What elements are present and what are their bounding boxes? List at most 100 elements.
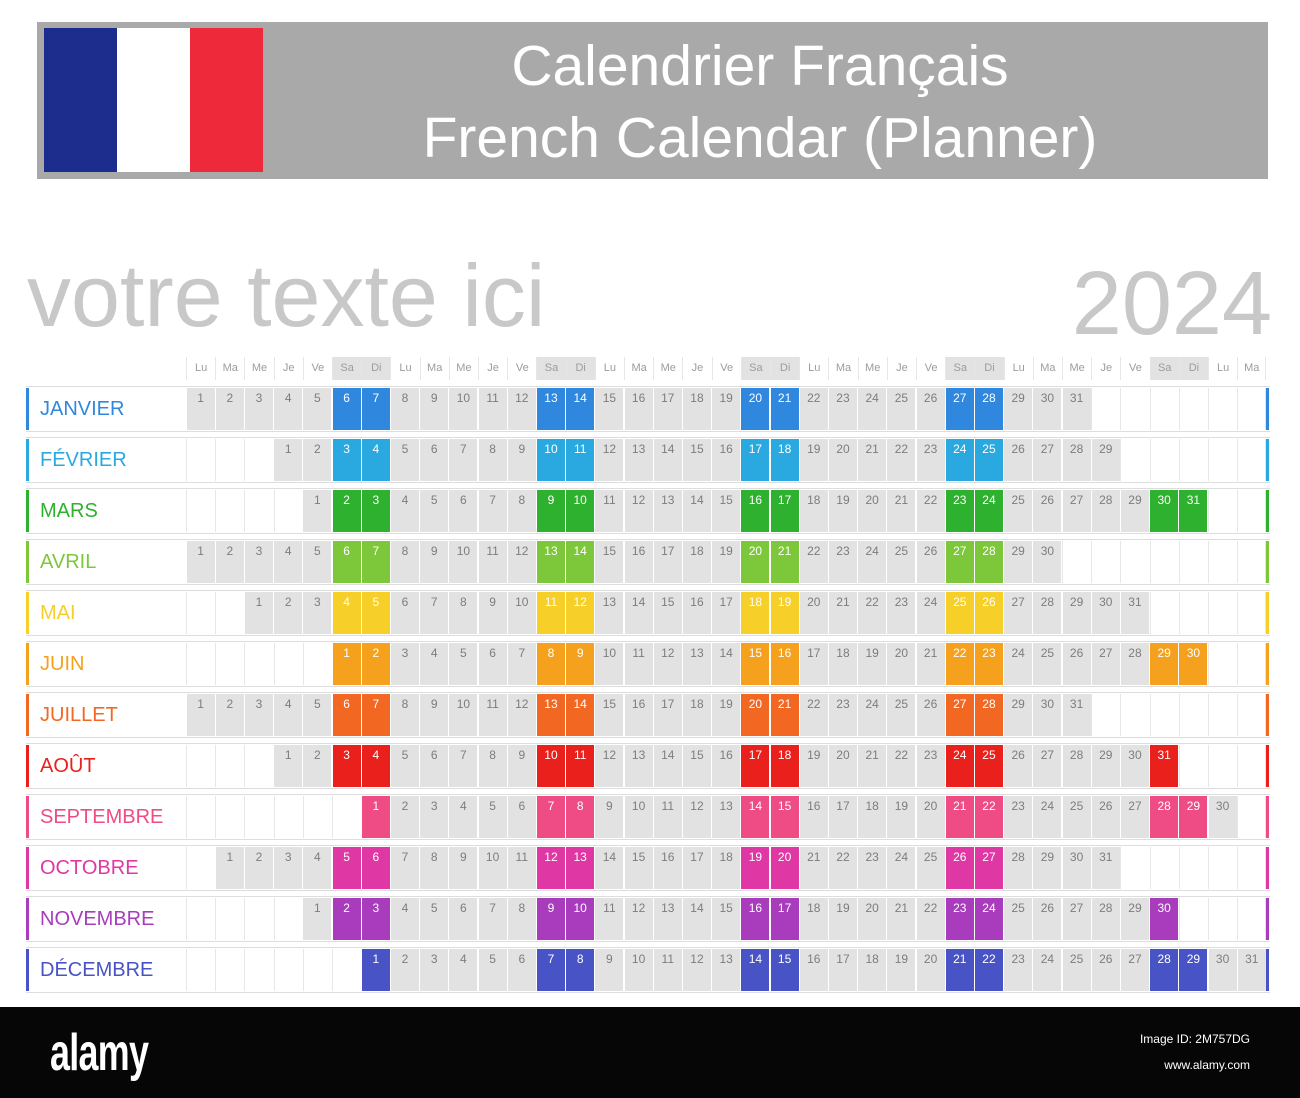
day-number: 19 <box>894 952 909 966</box>
day-number: 23 <box>923 748 938 762</box>
day-number: 20 <box>894 646 909 660</box>
day-cell: 11 <box>653 796 682 838</box>
day-number: 12 <box>602 442 617 456</box>
month-label: FÉVRIER <box>40 449 127 471</box>
weekday-header-cell: Di <box>770 357 800 380</box>
day-cell: 29 <box>1004 388 1033 430</box>
day-cell: 5 <box>478 949 507 991</box>
day-number: 29 <box>1069 595 1084 609</box>
day-number: 30 <box>1040 391 1055 405</box>
day-cell: 26 <box>916 694 945 736</box>
empty-cell <box>1208 694 1237 736</box>
day-cell: 2 <box>244 847 274 889</box>
weekend-day-cell: 21 <box>770 541 799 583</box>
day-cell: 11 <box>624 643 653 685</box>
day-number: 13 <box>661 901 675 915</box>
empty-cell <box>1091 388 1120 430</box>
day-cell: 8 <box>507 898 536 940</box>
day-cell: 21 <box>828 592 858 634</box>
day-cell: 15 <box>595 388 624 430</box>
weekend-day-cell: 2 <box>332 898 361 940</box>
day-number: 12 <box>515 391 529 405</box>
day-number: 1 <box>255 595 263 609</box>
day-number: 23 <box>953 901 967 915</box>
weekday-header-cell: Je <box>886 357 916 380</box>
day-number: 13 <box>690 646 704 660</box>
day-cell: 22 <box>916 898 945 940</box>
day-number: 9 <box>489 595 496 609</box>
weekend-day-cell: 16 <box>741 898 770 940</box>
day-number: 11 <box>515 850 529 864</box>
day-cell: 29 <box>1091 439 1120 481</box>
day-number: 14 <box>748 952 763 966</box>
day-number: 23 <box>982 646 996 660</box>
weekend-day-cell: 18 <box>770 439 799 481</box>
month-color-bar-right <box>1266 643 1269 685</box>
weekend-day-cell: 11 <box>566 439 595 481</box>
day-cell: 5 <box>390 745 420 787</box>
day-number: 4 <box>284 697 292 711</box>
weekend-day-cell: 4 <box>361 439 390 481</box>
weekend-day-cell: 25 <box>974 745 1004 787</box>
day-cell: 1 <box>274 745 303 787</box>
day-number: 1 <box>197 544 204 558</box>
day-cell: 8 <box>390 388 420 430</box>
weekday-header-cell: Di <box>974 357 1004 380</box>
day-number: 3 <box>372 901 380 915</box>
day-number: 15 <box>631 850 646 864</box>
day-cell: 7 <box>449 439 478 481</box>
day-cell: 19 <box>712 694 741 736</box>
day-cell: 1 <box>303 490 332 532</box>
day-number: 13 <box>631 748 646 762</box>
weekend-day-cell: 2 <box>361 643 390 685</box>
day-number: 11 <box>573 748 587 762</box>
month-row: FÉVRIER 1 2 3 4 5 6 7 8 9 10 11 12 13 14 15 16 17 18 19 20 21… <box>26 437 1270 483</box>
day-cell: 20 <box>799 592 828 634</box>
day-number: 17 <box>807 646 821 660</box>
day-cell: 19 <box>799 439 828 481</box>
day-cell: 20 <box>858 898 887 940</box>
day-number: 27 <box>1011 595 1025 609</box>
day-cell: 20 <box>858 490 887 532</box>
day-number: 12 <box>631 901 646 915</box>
month-row: OCTOBRE 1 2 3 4 5 6 7 8 9 10 11 12 13 14 15 16 17 18 19 20 21… <box>26 845 1270 891</box>
day-number: 11 <box>661 799 675 813</box>
day-number: 20 <box>807 595 821 609</box>
weekend-day-cell: 28 <box>1150 949 1179 991</box>
day-number: 19 <box>719 391 733 405</box>
day-number: 22 <box>894 748 909 762</box>
day-number: 19 <box>865 646 879 660</box>
weekend-day-cell: 8 <box>566 949 595 991</box>
day-cell: 25 <box>1004 898 1033 940</box>
empty-cell <box>1062 541 1091 583</box>
day-number: 13 <box>602 595 617 609</box>
day-cell: 22 <box>887 439 916 481</box>
day-number: 18 <box>690 391 704 405</box>
day-cell: 15 <box>682 745 712 787</box>
day-cell: 3 <box>274 847 303 889</box>
weekend-day-cell: 22 <box>974 796 1004 838</box>
day-number: 23 <box>1011 799 1025 813</box>
day-cell: 14 <box>712 643 741 685</box>
day-number: 10 <box>544 442 558 456</box>
month-label: OCTOBRE <box>40 857 139 879</box>
day-cell: 20 <box>887 643 916 685</box>
month-row: NOVEMBRE 1 2 3 4 5 6 7 8 9 10 11 12 13 14 15 16 17 18 19 20 2… <box>26 896 1270 942</box>
day-number: 3 <box>255 544 263 558</box>
day-cell: 13 <box>682 643 712 685</box>
day-cell: 27 <box>1120 796 1150 838</box>
day-number: 7 <box>489 901 496 915</box>
day-cell: 18 <box>712 847 741 889</box>
day-cell: 14 <box>653 439 682 481</box>
day-number: 31 <box>1157 748 1171 762</box>
weekday-header-cell: Lu <box>390 357 419 380</box>
day-number: 26 <box>982 595 996 609</box>
day-cell: 8 <box>478 439 507 481</box>
day-cell: 1 <box>186 388 215 430</box>
weekday-header-cell: Me <box>857 357 887 380</box>
month-row: AVRIL 1 2 3 4 5 6 7 8 9 10 11 12 13 14 15 16 17 18 19 20 21 22… <box>26 539 1270 585</box>
empty-cell <box>273 898 303 940</box>
weekday-header-cell: Je <box>1091 357 1120 380</box>
day-cell: 12 <box>624 490 653 532</box>
day-number: 4 <box>401 901 409 915</box>
